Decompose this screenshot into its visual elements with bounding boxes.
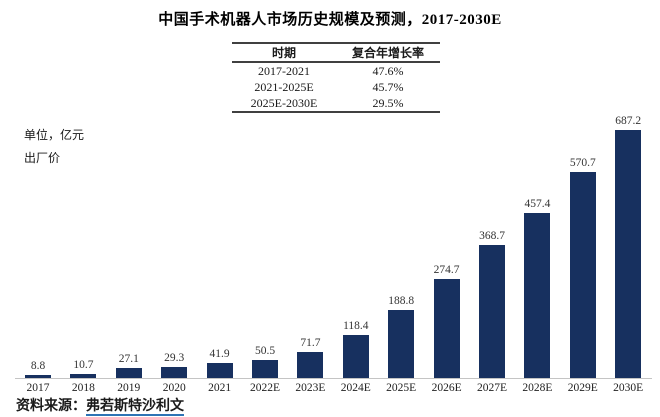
cagr-table: 时期 复合年增长率 2017-2021 47.6% 2021-2025E 45.…	[232, 42, 440, 113]
bar-2027E	[479, 245, 505, 378]
table-header-cell: 时期	[271, 46, 296, 60]
bar-value-label: 118.4	[343, 320, 369, 332]
table-cell: 2021-2025E	[254, 79, 314, 94]
x-axis-ticks: 2017 2018 2019 2020 2021 2022E 2023E 2024E 2025E…	[15, 382, 652, 398]
bar-value-label: 8.8	[30, 360, 46, 372]
x-tick-2021: 2021	[208, 382, 232, 394]
cagr-table-header-row: 时期 复合年增长率	[232, 44, 440, 63]
source-link[interactable]: 弗若斯特沙利文	[86, 399, 184, 416]
bar-value-label: 188.8	[388, 295, 415, 307]
x-axis-line	[15, 378, 652, 379]
bar-2021	[206, 363, 233, 378]
x-tick-2026E: 2026E	[431, 382, 462, 394]
bar-value-label: 368.7	[479, 230, 505, 242]
bar-value-label: 274.7	[433, 264, 460, 276]
bar-value-label: 41.9	[209, 348, 230, 360]
bar-2024E	[342, 335, 369, 378]
source-line: 资料来源：弗若斯特沙利文	[16, 395, 184, 416]
table-cell: 45.7%	[372, 79, 404, 94]
bar-value-label: 27.1	[118, 353, 139, 365]
x-tick-2024E: 2024E	[340, 382, 371, 394]
table-cell: 47.6%	[372, 63, 404, 78]
x-tick-2020: 2020	[162, 382, 186, 394]
bar-value-label: 10.7	[73, 359, 94, 371]
x-tick-2019: 2019	[117, 382, 141, 394]
bar-2022E	[252, 360, 278, 378]
bar-2026E	[433, 279, 460, 378]
x-tick-2029E: 2029E	[567, 382, 598, 394]
x-tick-2025E: 2025E	[386, 382, 417, 394]
bar-2023E	[297, 352, 324, 378]
chart-title: 中国手术机器人市场历史规模及预测，2017-2030E	[158, 12, 502, 28]
table-row: 2017-2021 47.6%	[232, 63, 440, 79]
bar-2028E	[524, 213, 551, 378]
bar-value-label: 50.5	[254, 345, 276, 357]
x-tick-2028E: 2028E	[522, 382, 553, 394]
bar-2030E	[615, 130, 642, 378]
table-cell: 29.5%	[372, 95, 404, 110]
bar-value-label: 71.7	[300, 337, 321, 349]
bar-value-label: 457.4	[524, 198, 551, 210]
unit-label: 单位，亿元	[24, 128, 85, 142]
bar-value-label: 29.3	[164, 352, 185, 364]
source-prefix: 资料来源：	[16, 399, 86, 414]
bar-2019	[115, 368, 142, 378]
table-cell: 2025E-2030E	[250, 95, 318, 110]
bar-2025E	[388, 310, 415, 378]
price-basis-label: 出厂价	[24, 151, 61, 165]
bar-2020	[161, 367, 188, 378]
bar-plot-area: 8.8 10.7 27.1 29.3 41.9 50.5 71.7 118.4 188.8 274…	[15, 115, 652, 379]
table-row: 2021-2025E 45.7%	[232, 79, 440, 95]
table-row: 2025E-2030E 29.5%	[232, 95, 440, 111]
x-tick-2022E: 2022E	[249, 382, 281, 394]
x-tick-2030E: 2030E	[613, 382, 644, 394]
bar-value-label: 570.7	[569, 157, 596, 169]
x-tick-2017: 2017	[26, 382, 50, 394]
x-tick-2018: 2018	[71, 382, 95, 394]
x-tick-2023E: 2023E	[295, 382, 326, 394]
table-header-cell: 复合年增长率	[351, 46, 424, 60]
bar-2029E	[569, 172, 596, 378]
bar-2017	[25, 375, 51, 378]
x-tick-2027E: 2027E	[476, 382, 508, 394]
bar-value-label: 687.2	[615, 115, 642, 127]
table-cell: 2017-2021	[258, 63, 310, 78]
bar-2018	[70, 374, 97, 378]
